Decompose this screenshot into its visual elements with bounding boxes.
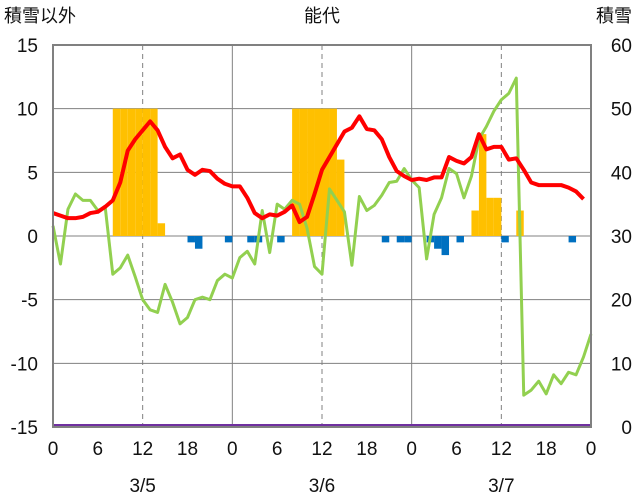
orange-bar (157, 223, 166, 236)
blue-bar (396, 236, 405, 243)
orange-bar (471, 210, 479, 236)
blue-bar (441, 236, 450, 256)
right-tick-label: 10 (611, 354, 632, 375)
blue-bar (456, 236, 464, 243)
blue-bar (187, 236, 195, 243)
left-tick-label: -5 (21, 291, 38, 312)
orange-bar (150, 108, 158, 236)
orange-bar (142, 108, 151, 236)
blue-bar (224, 236, 233, 243)
blue-bar (277, 236, 285, 243)
x-hour-tick-label: 0 (406, 439, 417, 460)
x-date-label: 3/5 (129, 476, 155, 497)
left-tick-label: -15 (11, 418, 38, 439)
x-date-label: 3/6 (309, 476, 335, 497)
orange-bar (292, 108, 300, 236)
right-tick-label: 60 (611, 36, 632, 57)
left-tick-label: 5 (27, 163, 38, 184)
x-hour-tick-label: 0 (227, 439, 238, 460)
x-hour-tick-label: 12 (491, 439, 512, 460)
right-tick-label: 20 (611, 291, 632, 312)
plot-area-border (52, 44, 592, 428)
red-series-line (52, 114, 585, 224)
orange-bar (329, 108, 337, 236)
x-hour-tick-label: 12 (311, 439, 332, 460)
x-hour-tick-label: 6 (93, 439, 104, 460)
x-hour-tick-label: 18 (177, 439, 198, 460)
blue-bar (501, 236, 509, 243)
chart-title: 能代 (304, 6, 340, 27)
right-tick-label: 40 (611, 163, 632, 184)
orange-bar (486, 197, 494, 236)
left-tick-label: -10 (11, 354, 38, 375)
x-hour-tick-label: 12 (132, 439, 153, 460)
green-series-line (51, 76, 593, 397)
right-tick-label: 0 (621, 418, 632, 439)
orange-bar (478, 134, 487, 236)
orange-bar (127, 108, 136, 236)
x-hour-tick-label: 18 (356, 439, 377, 460)
left-tick-label: 15 (17, 36, 38, 57)
x-hour-tick-label: 18 (536, 439, 557, 460)
orange-bar (322, 108, 330, 236)
blue-bar (404, 236, 412, 243)
orange-bar (314, 108, 322, 236)
blue-bar (434, 236, 442, 249)
blue-bar (381, 236, 390, 243)
blue-bar (194, 236, 203, 249)
x-hour-tick-label: 6 (451, 439, 462, 460)
right-tick-label: 50 (611, 100, 632, 121)
x-hour-tick-label: 0 (48, 439, 59, 460)
left-axis-title: 積雪以外 (4, 6, 76, 27)
orange-bar (336, 159, 345, 236)
orange-bar (493, 197, 502, 236)
x-hour-tick-label: 0 (586, 439, 597, 460)
orange-bar (135, 108, 143, 236)
right-tick-label: 30 (611, 227, 632, 248)
left-tick-label: 0 (27, 227, 38, 248)
x-hour-tick-label: 6 (272, 439, 283, 460)
blue-bar (568, 236, 577, 243)
orange-bar (112, 108, 121, 236)
right-axis-title: 積雪 (596, 6, 632, 27)
x-date-label: 3/7 (488, 476, 514, 497)
orange-bar (299, 108, 308, 236)
blue-bar (247, 236, 255, 243)
left-tick-label: 10 (17, 100, 38, 121)
orange-bar (307, 108, 315, 236)
